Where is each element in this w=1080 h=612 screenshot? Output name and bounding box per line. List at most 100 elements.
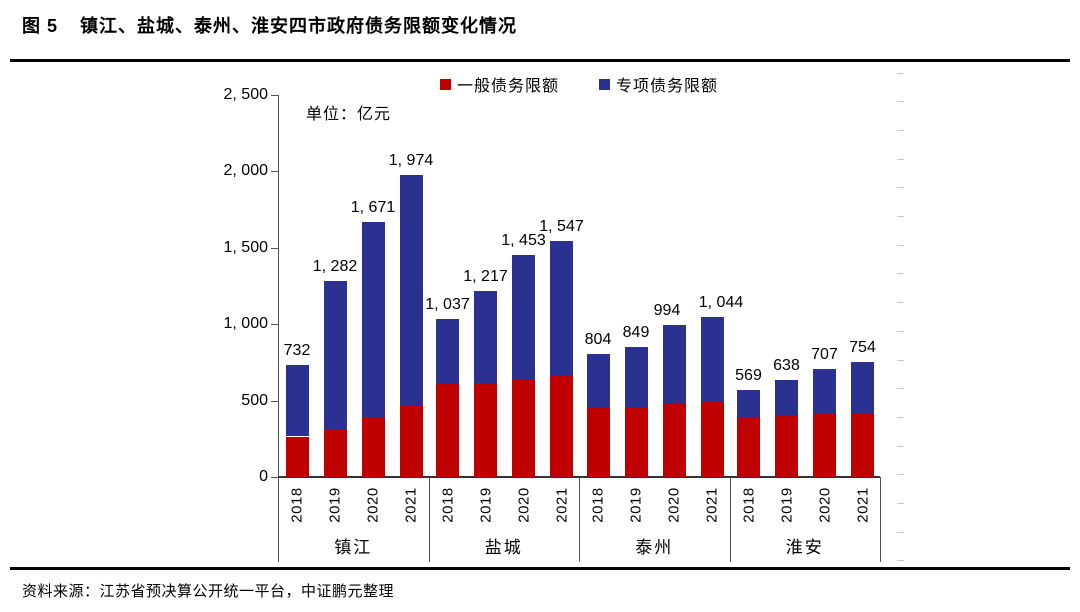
category-group-divider <box>729 477 731 562</box>
bar-segment-general-debt <box>624 407 648 477</box>
y-axis-tick-label: 1, 000 <box>223 315 268 333</box>
bar-total-label: 804 <box>584 331 612 349</box>
bar-segment-general-debt <box>662 403 686 477</box>
y-axis-tick-label: 500 <box>241 391 268 409</box>
secondary-axis-minor-tick <box>897 302 904 304</box>
x-axis-year-label: 2019 <box>477 487 494 523</box>
secondary-axis-minor-tick <box>897 503 904 504</box>
secondary-axis-minor-tick <box>897 101 904 103</box>
bar-total-label: 707 <box>811 345 838 363</box>
bar-segment-general-debt <box>851 413 874 477</box>
unit-label: 单位：亿元 <box>306 106 392 123</box>
bar-segment-general-debt <box>586 408 610 477</box>
x-axis-year-label: 2021 <box>703 487 721 523</box>
x-axis-year-label: 2018 <box>740 487 757 523</box>
bar-total-label: 1, 217 <box>463 268 508 286</box>
bar-total-label: 569 <box>735 367 762 385</box>
bar-segment-special-debt <box>474 291 497 384</box>
bar-segment-general-debt <box>323 429 347 477</box>
secondary-axis-minor-tick <box>897 244 904 246</box>
bar-segment-special-debt <box>775 379 798 416</box>
figure-number: 图 5 <box>22 16 59 36</box>
bar-segment-general-debt <box>436 384 459 477</box>
x-axis-year-label: 2018 <box>589 487 607 523</box>
secondary-axis-minor-tick <box>897 273 904 275</box>
x-axis-year-label: 2020 <box>665 487 683 523</box>
bar-segment-special-debt <box>512 254 535 380</box>
y-axis-tick <box>271 171 278 173</box>
y-axis-tick-label: 1, 500 <box>223 238 268 256</box>
bar-segment-general-debt <box>512 379 535 477</box>
y-axis-tick <box>271 324 278 326</box>
secondary-axis-minor-tick <box>897 129 904 131</box>
bar-segment-special-debt <box>813 368 836 414</box>
figure-title: 图 5 镇江、盐城、泰州、淮安四市政府债务限额变化情况 <box>22 12 517 38</box>
bar-segment-special-debt <box>285 365 309 437</box>
y-axis-line <box>278 95 279 562</box>
bar-segment-special-debt <box>700 317 724 403</box>
secondary-axis-minor-tick <box>897 560 904 562</box>
secondary-axis-minor-tick <box>897 158 904 160</box>
bar-total-label: 1, 974 <box>388 152 434 170</box>
x-axis-year-label: 2019 <box>627 487 645 523</box>
legend-item-general-debt: 一般债务限额 <box>439 72 559 96</box>
x-axis-year-label: 2020 <box>816 487 833 523</box>
bar-total-label: 849 <box>622 324 650 342</box>
bar-segment-special-debt <box>851 361 874 414</box>
category-group-divider <box>579 477 580 562</box>
x-axis-city-label: 泰州 <box>635 538 674 557</box>
bar-segment-special-debt <box>662 325 686 404</box>
y-axis-tick <box>271 95 278 96</box>
bar-total-label: 638 <box>773 356 800 374</box>
secondary-axis-minor-tick <box>897 187 904 189</box>
bar-segment-general-debt <box>399 405 423 477</box>
y-axis-tick-label: 2, 000 <box>223 162 268 180</box>
category-group-divider <box>428 477 430 562</box>
bar-segment-general-debt <box>737 416 760 477</box>
bar-segment-general-debt <box>775 415 798 477</box>
secondary-axis-minor-tick <box>897 359 904 361</box>
bar-total-label: 1, 453 <box>501 231 546 249</box>
bar-total-label: 1, 547 <box>539 217 584 235</box>
secondary-axis-minor-tick <box>897 72 904 74</box>
x-axis-year-label: 2020 <box>515 487 532 523</box>
bar-total-label: 754 <box>849 338 876 356</box>
bar-segment-special-debt <box>361 221 385 417</box>
y-axis-tick <box>271 247 278 249</box>
legend-label-special: 专项债务限额 <box>616 78 719 95</box>
x-axis-city-label: 镇江 <box>334 538 373 557</box>
legend-label-general: 一般债务限额 <box>456 78 559 95</box>
chart-legend: 一般债务限额 专项债务限额 <box>278 72 880 96</box>
bottom-divider-line <box>10 567 1070 570</box>
y-axis-tick <box>271 400 278 402</box>
secondary-axis-minor-tick <box>897 474 904 476</box>
category-group-divider <box>880 477 881 562</box>
bar-segment-general-debt <box>285 436 309 477</box>
x-axis-year-label: 2019 <box>778 487 795 523</box>
bar-segment-special-debt <box>399 175 423 406</box>
data-source-note: 资料来源：江苏省预决算公开统一平台，中证鹏元整理 <box>22 583 395 600</box>
bar-segment-general-debt <box>700 402 724 477</box>
x-axis-year-label: 2021 <box>402 487 420 523</box>
bar-segment-special-debt <box>624 347 648 408</box>
bar-segment-special-debt <box>586 354 610 409</box>
secondary-axis-minor-tick <box>897 216 904 217</box>
x-axis-year-label: 2020 <box>364 487 382 523</box>
legend-swatch-special-icon <box>599 78 610 90</box>
bar-total-label: 1, 037 <box>425 295 470 313</box>
x-axis-year-label: 2018 <box>288 487 306 523</box>
bar-total-label: 994 <box>653 302 681 320</box>
bar-segment-special-debt <box>323 281 347 430</box>
secondary-axis-minor-tick <box>897 531 904 533</box>
legend-item-special-debt: 专项债务限额 <box>599 72 718 96</box>
bar-segment-special-debt <box>550 240 573 377</box>
y-axis-tick-label: 0 <box>259 468 268 485</box>
secondary-axis-minor-tick <box>897 388 904 390</box>
y-axis-tick-label: 2, 500 <box>223 86 268 103</box>
x-axis-year-label: 2019 <box>326 487 344 523</box>
bar-total-label: 1, 671 <box>350 198 396 216</box>
bar-segment-general-debt <box>550 376 573 477</box>
bar-segment-general-debt <box>474 383 497 477</box>
top-divider-line <box>10 59 1070 62</box>
